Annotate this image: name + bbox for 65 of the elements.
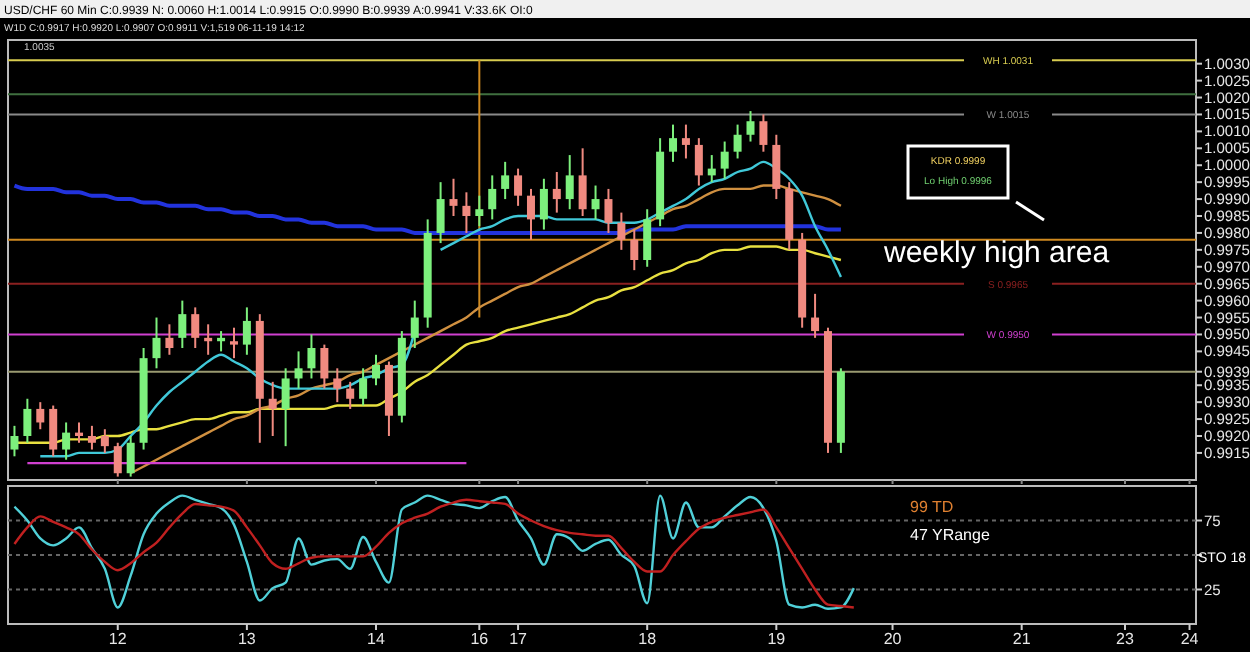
candlestick <box>591 184 600 221</box>
candlestick <box>681 123 690 160</box>
candlestick <box>501 160 510 201</box>
candlestick <box>565 154 574 211</box>
candlestick <box>152 316 161 370</box>
candlestick <box>113 441 122 478</box>
annotation: 47 YRange <box>910 526 991 544</box>
candlestick <box>694 137 703 187</box>
candlestick <box>720 140 729 180</box>
candlestick <box>746 110 755 143</box>
annotation: weekly high area <box>882 236 1111 270</box>
candlestick <box>178 299 187 349</box>
candlestick <box>449 177 458 217</box>
candlestick <box>229 326 238 360</box>
x-tick-label: 12 <box>108 630 128 648</box>
candlestick <box>643 208 652 268</box>
candlestick <box>436 181 445 245</box>
candlestick <box>359 367 368 407</box>
candlestick <box>630 228 639 272</box>
candlestick <box>811 292 820 339</box>
candlestick <box>10 424 19 458</box>
x-tick-label: 18 <box>638 630 658 648</box>
x-tick-label: 17 <box>509 630 529 648</box>
candlestick <box>759 113 768 153</box>
x-tick-label: 19 <box>767 630 787 648</box>
candlestick <box>488 174 497 221</box>
candlestick <box>604 187 613 234</box>
candlestick <box>165 323 174 356</box>
candlestick <box>578 147 587 217</box>
candlestick <box>294 350 303 390</box>
candlestick <box>346 380 355 410</box>
candlestick <box>333 367 342 404</box>
candlestick <box>539 177 548 231</box>
candlestick <box>100 428 109 454</box>
candlestick <box>126 435 135 478</box>
candlestick <box>36 401 45 431</box>
x-tick-label: 21 <box>1012 630 1032 648</box>
candlestick <box>242 306 251 356</box>
candlestick <box>320 343 329 390</box>
x-tick-label: 20 <box>883 630 903 648</box>
candlestick <box>733 123 742 160</box>
candlestick <box>526 187 535 241</box>
candlestick <box>62 421 71 461</box>
candlestick <box>514 167 523 207</box>
candlestick <box>669 123 678 163</box>
candlestick <box>281 367 290 448</box>
candlestick <box>617 211 626 251</box>
x-tick-label: 13 <box>237 630 257 648</box>
candlestick <box>307 333 316 380</box>
candlestick <box>462 191 471 234</box>
candlestick <box>23 397 32 444</box>
x-tick-label: 24 <box>1180 630 1200 648</box>
annotation: 99 TD <box>910 498 954 516</box>
candlestick <box>772 133 781 201</box>
candlestick <box>268 380 277 437</box>
x-tick-label: 14 <box>367 630 387 648</box>
candlestick <box>410 299 419 349</box>
candlestick <box>87 424 96 451</box>
candlestick <box>372 353 381 387</box>
candlestick <box>191 306 200 349</box>
candlestick <box>49 404 58 458</box>
candlestick <box>552 171 561 214</box>
x-tick-label: 16 <box>470 630 490 648</box>
candlestick <box>475 194 484 228</box>
x-tick-label: 23 <box>1116 630 1135 648</box>
